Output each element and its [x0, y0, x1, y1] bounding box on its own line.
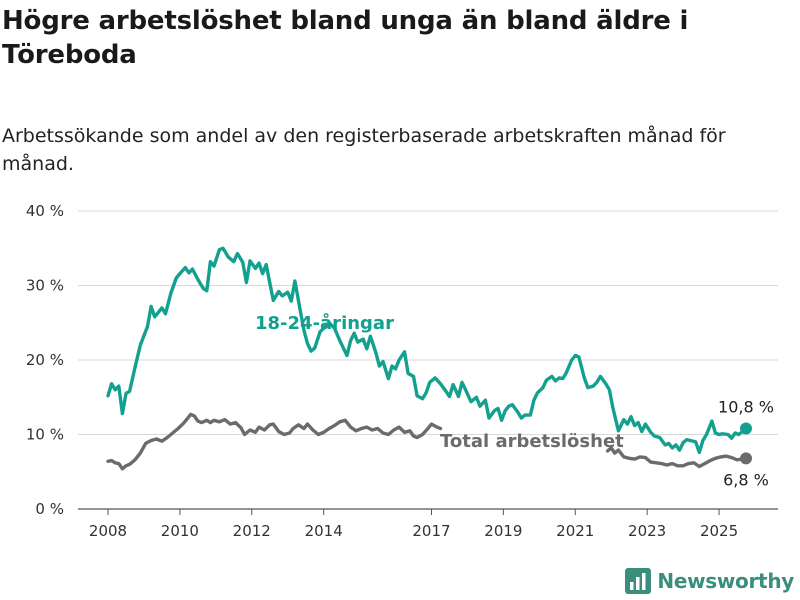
x-tick-label: 2025: [700, 522, 738, 540]
series-label-youth: 18-24-åringar: [255, 312, 394, 334]
series-line-total: [106, 412, 748, 471]
x-tick-label: 2017: [412, 522, 450, 540]
end-point-youth: [740, 422, 752, 435]
y-tick-label: 0 %: [35, 500, 64, 518]
series-label-total: Total arbetslöshet: [440, 431, 624, 452]
y-axis: 0 % 10 % 20 % 30 % 40 %: [26, 202, 64, 518]
x-tick-label: 2023: [628, 522, 666, 540]
end-value-youth: 10,8 %: [718, 398, 774, 417]
end-point-total: [740, 452, 752, 465]
grid-layer: [78, 210, 778, 510]
chart-subtitle: Arbetssökande som andel av den registerb…: [2, 125, 726, 175]
y-tick-label: 40 %: [26, 202, 64, 220]
newsworthy-logo: Newsworthy: [625, 568, 794, 594]
x-tick-label: 2019: [484, 522, 522, 540]
brand-name: Newsworthy: [657, 569, 794, 593]
x-tick-label: 2014: [305, 522, 343, 540]
x-tick-label: 2010: [161, 522, 199, 540]
bar-chart-logo-icon: [625, 568, 652, 594]
x-axis: 2008 2010 2012 2014 2017 2019 2021 2023 2025: [89, 509, 738, 540]
series-label-layer: 18-24-åringar Total arbetslöshet 10,8 % 6,8…: [255, 312, 774, 489]
chart-title: Högre arbetslöshet bland unga än bland ä…: [2, 6, 689, 70]
x-tick-label: 2021: [556, 522, 594, 540]
y-tick-label: 10 %: [26, 426, 64, 444]
y-tick-label: 30 %: [26, 277, 64, 295]
end-value-total: 6,8 %: [723, 470, 769, 489]
y-tick-label: 20 %: [26, 351, 64, 369]
x-tick-label: 2008: [89, 522, 127, 540]
series-line-youth: [106, 246, 748, 455]
x-tick-label: 2012: [233, 522, 271, 540]
series-layer: [106, 246, 752, 471]
